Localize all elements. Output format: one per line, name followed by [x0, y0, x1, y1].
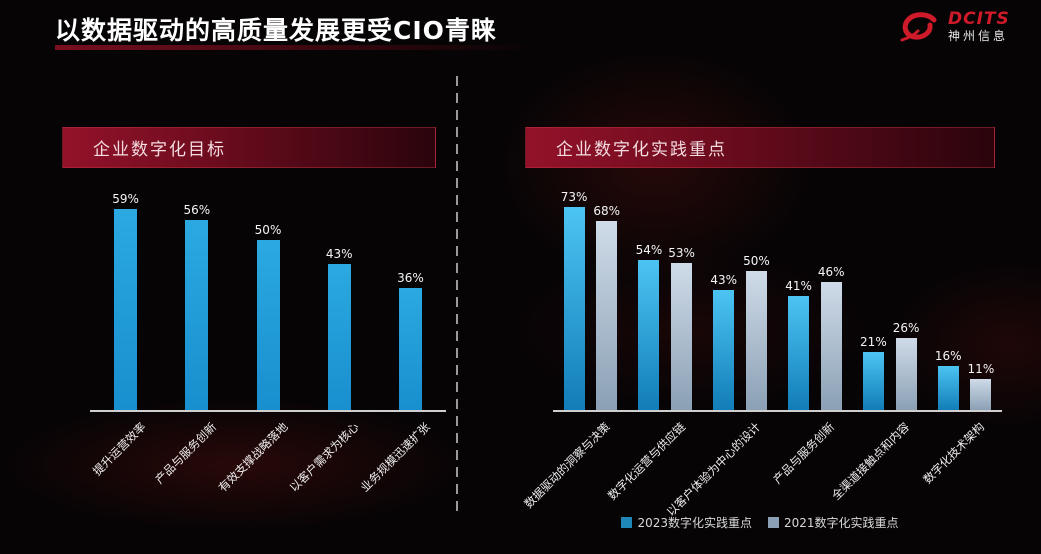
logo-company-text: 神州信息 — [948, 28, 1009, 43]
bar-chart-digital-goals: 59% 56% 50% 43% 36% 提升运营效率 产品与服务创新 有效支撑战略落地 以客户… — [90, 190, 446, 512]
data-label: 73% — [560, 190, 588, 204]
category-label: 数字化技术架构 — [920, 419, 988, 487]
bar-with-label: 21% — [860, 335, 887, 410]
bar — [862, 352, 884, 410]
data-label: 43% — [710, 273, 738, 287]
bar — [745, 271, 767, 410]
bar-group: 16% 11% — [927, 349, 1002, 410]
bar — [185, 220, 209, 410]
bar-chart-practice-focus: 73% 68% 54% 53% 43% 50% 41% 46% 21% 26% 16% 11% 数据驱… — [522, 190, 1002, 519]
bar-with-label: 11% — [967, 362, 995, 410]
bar-group: 54% 53% — [628, 243, 703, 410]
category-axis: 数据驱动的洞察与决策 数字化运营与供应链 以客户体验为中心的设计 产品与服务创新 全渠道… — [522, 412, 1002, 519]
category-slot: 全渠道接触点和内容 — [829, 412, 927, 512]
bar — [114, 209, 138, 410]
data-label: 16% — [934, 349, 962, 363]
bar-group: 21% 26% — [852, 321, 927, 410]
bar-group: 36% — [375, 271, 446, 410]
data-label: 54% — [635, 243, 663, 257]
bar-with-label: 53% — [668, 246, 695, 410]
category-slot: 业务规模迅速扩张 — [358, 412, 446, 512]
category-slot: 以客户体验为中心的设计 — [663, 412, 778, 519]
bar-with-label: 46% — [818, 265, 845, 410]
category-label: 提升运营效率 — [89, 419, 149, 479]
category-slot: 数字化技术架构 — [920, 412, 1002, 512]
bar-with-label: 26% — [892, 321, 920, 410]
data-label: 36% — [397, 271, 424, 285]
category-label: 数据驱动的洞察与决策 — [521, 419, 614, 511]
vertical-dashed-divider — [456, 76, 458, 512]
bar-group: 43% 50% — [703, 254, 778, 410]
bar-group: 56% — [161, 203, 232, 410]
data-label: 56% — [183, 203, 211, 217]
bar — [563, 207, 585, 410]
left-chart-header: 企业数字化目标 — [62, 127, 436, 168]
bar — [596, 221, 618, 410]
bar-with-label: 43% — [710, 273, 737, 410]
category-label: 产品与服务创新 — [152, 419, 220, 487]
data-label: 46% — [817, 265, 845, 279]
legend-swatch-2021 — [768, 517, 779, 528]
bar — [970, 379, 992, 410]
page-title: 以数据驱动的高质量发展更受CIO青睐 — [55, 16, 497, 45]
bar-with-label: 59% — [112, 192, 139, 410]
data-label: 41% — [785, 279, 812, 293]
data-label: 50% — [743, 254, 770, 268]
bar — [820, 282, 842, 410]
bar — [713, 290, 735, 410]
bar — [937, 366, 959, 410]
data-label: 11% — [967, 362, 995, 376]
bar-with-label: 54% — [635, 243, 663, 410]
category-label: 产品与服务创新 — [770, 419, 838, 487]
data-label: 26% — [892, 321, 920, 335]
category-axis: 提升运营效率 产品与服务创新 有效支撑战略落地 以客户需求为核心 业务规模迅速扩张 — [90, 412, 446, 512]
bar-group: 43% — [304, 247, 375, 410]
bar-with-label: 68% — [593, 204, 620, 410]
data-label: 43% — [325, 247, 353, 261]
swirl-comet-icon — [898, 10, 942, 50]
bar-with-label: 73% — [560, 190, 588, 410]
bar-with-label: 50% — [743, 254, 770, 410]
bar — [398, 288, 422, 410]
category-slot: 产品与服务创新 — [153, 412, 232, 512]
bar — [327, 264, 351, 410]
bar-group: 50% — [232, 223, 303, 410]
bar-group: 59% — [90, 192, 161, 410]
legend-item-2021: 2021数字化实践重点 — [768, 514, 899, 531]
bar-with-label: 41% — [785, 279, 812, 410]
legend-label-2021: 2021数字化实践重点 — [784, 516, 899, 530]
plot-area: 59% 56% 50% 43% 36% — [90, 190, 446, 412]
bar-with-label: 36% — [397, 271, 424, 410]
data-label: 21% — [860, 335, 887, 349]
legend-swatch-2023 — [621, 517, 633, 528]
bar-group: 73% 68% — [553, 190, 628, 410]
data-label: 59% — [112, 192, 139, 206]
data-label: 53% — [668, 246, 695, 260]
right-chart-header: 企业数字化实践重点 — [525, 127, 995, 168]
data-label: 68% — [593, 204, 621, 218]
category-slot: 有效支撑战略落地 — [216, 412, 303, 512]
legend-label-2023: 2023数字化实践重点 — [637, 516, 752, 530]
logo-brand-text: DCITS — [948, 9, 1010, 29]
category-slot: 以客户需求为核心 — [287, 412, 375, 512]
bar — [638, 260, 660, 410]
bar-with-label: 16% — [935, 349, 962, 410]
title-underline — [55, 45, 538, 50]
bar-with-label: 43% — [326, 247, 353, 410]
plot-area: 73% 68% 54% 53% 43% 50% 41% 46% 21% 26% 16% 11% — [553, 190, 1002, 412]
bar — [895, 338, 917, 410]
legend-item-2023: 2023数字化实践重点 — [621, 514, 752, 531]
bar-with-label: 50% — [254, 223, 282, 410]
bar — [671, 263, 693, 410]
bar-group: 41% 46% — [777, 265, 852, 410]
chart-legend: 2023数字化实践重点 2021数字化实践重点 — [525, 514, 995, 531]
bar-with-label: 56% — [183, 203, 210, 410]
data-label: 50% — [254, 223, 282, 237]
bar — [256, 240, 280, 410]
category-slot: 提升运营效率 — [90, 412, 161, 512]
company-logo: DCITS 神州信息 — [898, 9, 1010, 50]
bar — [788, 296, 810, 410]
